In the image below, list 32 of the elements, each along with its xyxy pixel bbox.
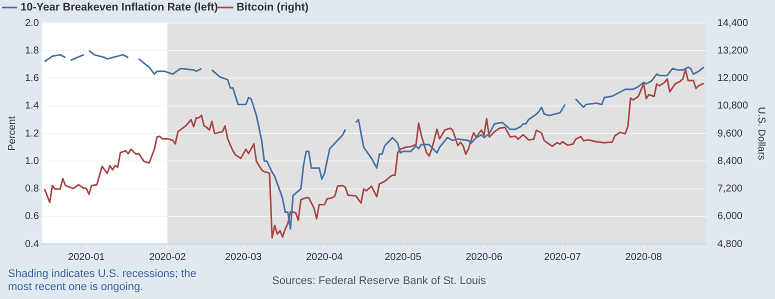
y-tick-label: 0.8 (24, 184, 40, 194)
y2-tick-label: 6,000 (717, 211, 743, 222)
y-tick-label: 1.0 (24, 156, 40, 167)
x-tick-label: 2020-07 (544, 252, 582, 263)
y-tick-label: 1.8 (24, 45, 40, 56)
y2-tick-label: 14,400 (717, 18, 748, 29)
y2-tick-label: 4,800 (717, 238, 743, 250)
y2-tick-label: 13,200 (717, 45, 748, 56)
y-tick-label: 0.6 (24, 211, 40, 222)
y-tick-label: 1.6 (24, 73, 40, 84)
source-note: Sources: Federal Reserve Bank of St. Louis (272, 275, 486, 288)
x-tick-label: 2020-03 (224, 252, 262, 263)
y2-tick-label: 7,200 (717, 184, 743, 194)
y-tick-label: 1.2 (24, 128, 40, 140)
x-tick-label: 2020-05 (384, 252, 422, 263)
x-tick-label: 2020-08 (625, 252, 662, 263)
legend-label: 10-Year Breakeven Inflation Rate (left) (20, 2, 218, 14)
y2-tick-label: 12,000 (717, 73, 748, 84)
y-tick-label: 0.4 (24, 238, 40, 250)
y2-tick-label: 8,400 (717, 156, 743, 167)
x-tick-label: 2020-02 (149, 252, 186, 263)
y-tick-label: 1.4 (24, 100, 40, 112)
x-tick-label: 2020-01 (68, 252, 106, 263)
text: Shading indicates U.S. recessions; the most recent one is ongoing. (8, 268, 198, 294)
x-tick-label: 2020-06 (466, 252, 503, 263)
x-tick-label: 2020-04 (306, 252, 344, 263)
y2-axis-title: U.S. Dollars (755, 106, 766, 160)
y2-tick-label: 9,600 (717, 128, 743, 140)
y-axis-title: Percent (6, 116, 18, 151)
legend-label: Bitcoin (right) (236, 2, 309, 14)
y-tick-label: 2.0 (24, 18, 40, 29)
y2-tick-label: 10,800 (717, 100, 748, 112)
